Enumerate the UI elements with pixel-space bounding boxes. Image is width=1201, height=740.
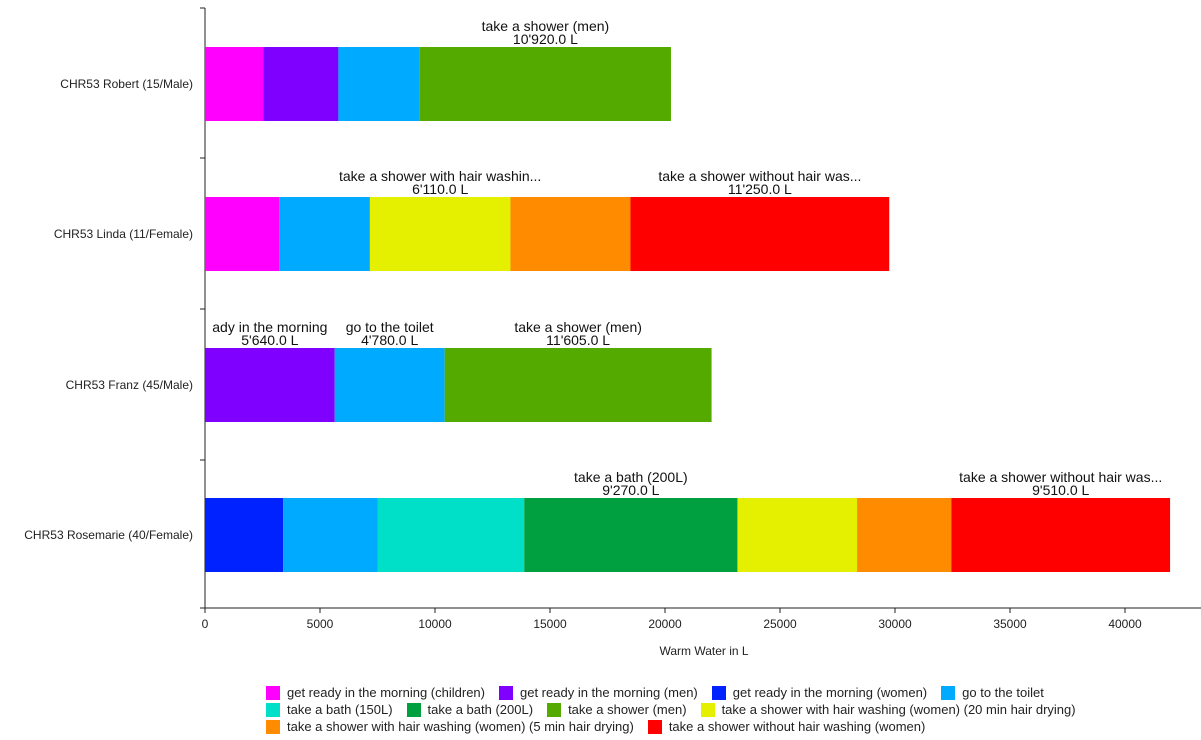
segment-value-label: 4'780.0 L <box>361 332 418 348</box>
bar-segment <box>737 498 858 572</box>
segment-name-label: take a bath (200L) <box>574 469 688 485</box>
segment-name-label: go to the toilet <box>346 319 434 335</box>
bar-segment <box>338 47 420 121</box>
x-tick-label: 15000 <box>533 617 567 631</box>
legend-label: take a shower without hair washing (wome… <box>668 719 926 734</box>
legend-swatch <box>266 719 280 734</box>
bar-segment <box>334 348 445 422</box>
segment-value-label: 5'640.0 L <box>241 332 298 348</box>
legend-item: take a shower without hair washing (wome… <box>647 718 926 735</box>
x-axis-title: Warm Water in L <box>659 644 748 658</box>
category-label: CHR53 Franz (45/Male) <box>66 378 193 392</box>
bar-segment <box>205 348 335 422</box>
category-label: CHR53 Robert (15/Male) <box>60 77 193 91</box>
legend-label: take a shower (men) <box>568 702 687 717</box>
segment-name-label: take a shower without hair was... <box>658 168 861 184</box>
x-tick-label: 40000 <box>1108 617 1142 631</box>
legend-row: get ready in the morning (children) get r… <box>266 684 1166 701</box>
legend-label: take a bath (200L) <box>427 702 534 717</box>
legend-item: take a shower (men) <box>547 701 687 718</box>
segment-value-label: 9'510.0 L <box>1032 482 1089 498</box>
segment-value-label: 10'920.0 L <box>513 31 578 47</box>
bar-segment <box>951 498 1171 572</box>
segment-name-label: take a shower (men) <box>514 319 642 335</box>
bar-segment <box>283 498 378 572</box>
bar-segment <box>857 498 952 572</box>
plot-area: 0 5000 10000 15000 20000 25000 30000 35000 40000… <box>24 7 1201 631</box>
legend-item: take a bath (150L) <box>266 701 393 718</box>
x-tick-label: 35000 <box>993 617 1027 631</box>
legend-item: get ready in the morning (children) <box>266 684 485 701</box>
x-tick-label: 25000 <box>763 617 797 631</box>
legend-item: go to the toilet <box>941 684 1044 701</box>
legend-swatch <box>700 702 715 717</box>
segment-value-label: 11'605.0 L <box>546 332 610 348</box>
bar-segment <box>205 197 280 271</box>
bar-segment <box>205 498 284 572</box>
legend-swatch <box>406 702 421 717</box>
legend: get ready in the morning (children) get r… <box>266 684 1166 735</box>
segment-name-label: ady in the morning <box>212 319 327 335</box>
x-tick-label: 5000 <box>307 617 334 631</box>
x-tick-label: 0 <box>202 617 209 631</box>
bar-segment <box>205 47 264 121</box>
legend-row: take a shower with hair washing (women) … <box>266 718 1166 735</box>
bar-segment <box>377 498 525 572</box>
segment-value-label: 9'270.0 L <box>602 482 659 498</box>
legend-label: get ready in the morning (women) <box>732 685 928 700</box>
stacked-bar-chart: 0 5000 10000 15000 20000 25000 30000 35000 40000… <box>24 7 1201 658</box>
legend-label: go to the toilet <box>962 685 1044 700</box>
segment-name-label: take a shower without hair was... <box>959 469 1162 485</box>
segment-value-label: 6'110.0 L <box>412 181 468 197</box>
legend-swatch <box>711 685 726 700</box>
legend-item: take a bath (200L) <box>406 701 534 718</box>
legend-item: take a shower with hair washing (women) … <box>266 718 634 735</box>
bar-segment <box>369 197 511 271</box>
bar-segment <box>419 47 671 121</box>
legend-item: get ready in the morning (men) <box>499 684 698 701</box>
bar-segment <box>279 197 370 271</box>
legend-swatch <box>547 702 562 717</box>
x-tick-label: 20000 <box>648 617 682 631</box>
legend-swatch <box>499 685 513 700</box>
legend-item: take a shower with hair washing (women) … <box>700 701 1076 718</box>
bar-segment <box>630 197 890 271</box>
bar-segment <box>444 348 712 422</box>
segment-name-label: take a shower with hair washin... <box>339 168 541 184</box>
legend-item: get ready in the morning (women) <box>711 684 928 701</box>
segment-name-label: take a shower (men) <box>482 18 610 34</box>
bar-segment <box>263 47 339 121</box>
legend-swatch <box>266 685 280 700</box>
bar-segment <box>510 197 631 271</box>
x-tick-label: 30000 <box>878 617 912 631</box>
legend-label: take a shower with hair washing (women) … <box>287 719 634 734</box>
legend-label: get ready in the morning (children) <box>287 685 485 700</box>
segment-value-label: 11'250.0 L <box>728 181 792 197</box>
legend-swatch <box>266 702 280 717</box>
legend-label: take a shower with hair washing (women) … <box>721 702 1076 717</box>
legend-swatch <box>647 719 662 734</box>
bar-segment <box>524 498 738 572</box>
legend-row: take a bath (150L) take a bath (200L) take… <box>266 701 1166 718</box>
legend-swatch <box>941 685 956 700</box>
category-label: CHR53 Linda (11/Female) <box>54 227 193 241</box>
legend-label: take a bath (150L) <box>287 702 393 717</box>
legend-label: get ready in the morning (men) <box>520 685 698 700</box>
x-tick-label: 10000 <box>418 617 452 631</box>
category-label: CHR53 Rosemarie (40/Female) <box>24 528 193 542</box>
